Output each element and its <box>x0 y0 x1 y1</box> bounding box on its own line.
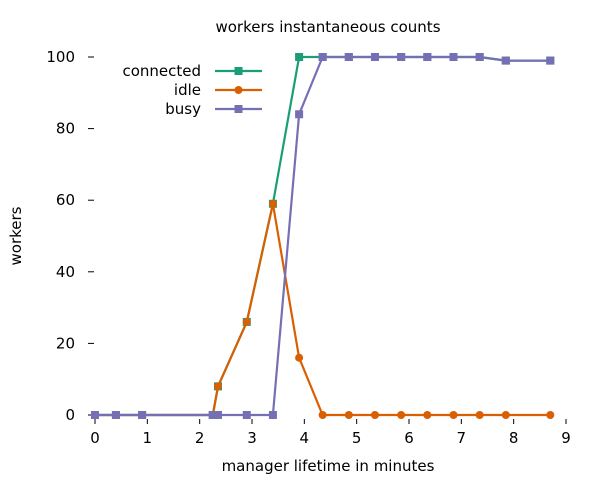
legend-swatch-marker <box>234 67 243 75</box>
legend-label: busy <box>165 100 201 118</box>
data-point-busy <box>91 411 99 419</box>
data-point-idle <box>213 382 222 391</box>
y-tick-label: 100 <box>46 48 75 66</box>
data-point-busy <box>344 53 353 61</box>
data-point-idle <box>295 353 304 362</box>
data-point-busy <box>370 53 379 61</box>
data-point-busy <box>397 53 406 61</box>
data-point-busy <box>242 411 251 419</box>
data-point-busy <box>475 53 484 61</box>
x-tick-label: 7 <box>457 429 467 447</box>
data-point-idle <box>242 317 251 326</box>
y-tick-label: 60 <box>56 191 75 209</box>
data-point-busy <box>423 53 432 61</box>
x-tick-label: 1 <box>143 429 153 447</box>
data-point-idle <box>501 411 510 419</box>
data-point-busy <box>268 411 277 419</box>
series-idle <box>91 199 555 419</box>
x-tick-label: 4 <box>300 429 310 447</box>
data-point-busy <box>501 56 510 65</box>
data-point-busy <box>111 411 120 419</box>
data-point-idle <box>546 411 555 419</box>
data-point-idle <box>449 411 458 419</box>
x-tick-label: 5 <box>352 429 362 447</box>
data-point-busy <box>213 411 222 419</box>
y-axis-label: workers <box>7 206 25 265</box>
data-point-idle <box>268 199 277 208</box>
legend-item-connected: connected <box>122 62 262 80</box>
y-tick-label: 0 <box>65 406 75 424</box>
data-point-idle <box>370 411 379 419</box>
series-line-idle <box>95 202 551 417</box>
x-axis-label: manager lifetime in minutes <box>222 457 435 475</box>
axis-ticks: 0 1 2 3 4 5 6 7 8 9 0 20 40 60 80 100 <box>46 48 570 447</box>
x-tick-label: 3 <box>247 429 257 447</box>
legend-label: idle <box>174 81 201 99</box>
data-point-idle <box>344 411 353 419</box>
legend-swatch-marker <box>234 86 243 94</box>
legend-item-busy: busy <box>165 100 262 118</box>
data-point-busy <box>546 56 555 65</box>
x-tick-label: 6 <box>404 429 414 447</box>
data-point-busy <box>318 53 327 61</box>
series-line-busy <box>95 55 551 417</box>
data-point-busy <box>208 411 217 419</box>
series-connected <box>91 53 555 419</box>
data-point-idle <box>397 411 406 419</box>
data-point-idle <box>318 411 327 419</box>
data-point-idle <box>475 411 484 419</box>
x-tick-label: 8 <box>509 429 519 447</box>
y-tick-label: 80 <box>56 120 75 138</box>
y-tick-label: 20 <box>56 334 75 352</box>
data-point-connected <box>295 53 304 61</box>
legend-item-idle: idle <box>174 81 262 99</box>
data-point-busy <box>295 110 304 119</box>
x-tick-label: 2 <box>195 429 205 447</box>
data-point-idle <box>423 411 432 419</box>
data-point-busy <box>138 411 147 419</box>
series-busy <box>91 53 555 419</box>
series-layer <box>91 53 555 419</box>
y-tick-label: 40 <box>56 263 75 281</box>
x-tick-label: 9 <box>561 429 571 447</box>
series-line-connected <box>95 55 551 417</box>
x-tick-label: 0 <box>90 429 100 447</box>
data-point-busy <box>449 53 458 61</box>
chart-title: workers instantaneous counts <box>215 18 440 36</box>
legend-label: connected <box>122 62 201 80</box>
legend-swatch-marker <box>234 105 243 113</box>
